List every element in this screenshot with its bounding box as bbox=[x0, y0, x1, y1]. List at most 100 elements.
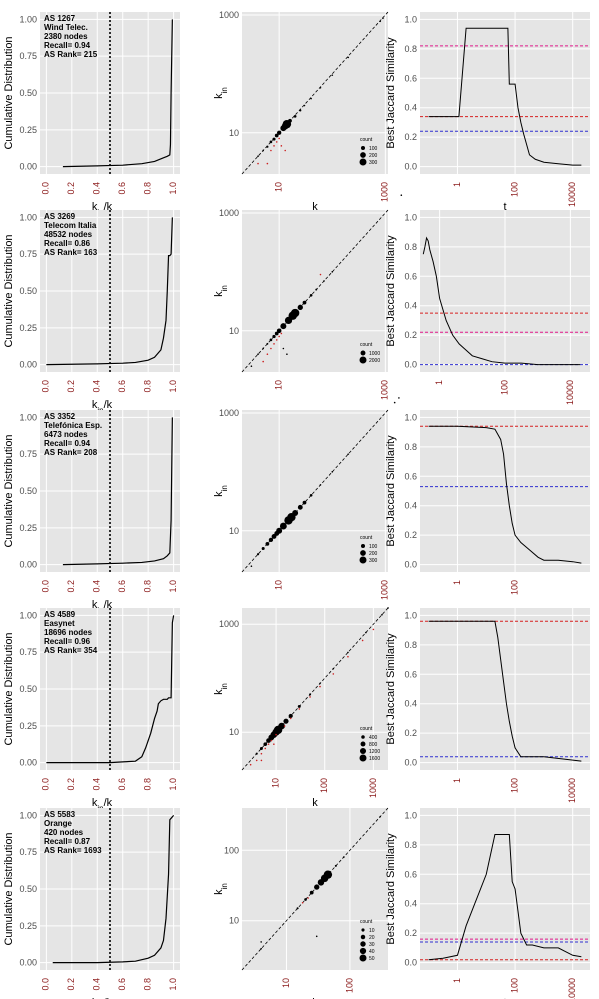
data-point bbox=[264, 747, 267, 750]
x-tick-label: 100 bbox=[344, 978, 354, 993]
data-point bbox=[310, 97, 312, 100]
data-point bbox=[292, 510, 299, 517]
legend-title: count bbox=[360, 342, 373, 348]
y-tick-label: 0.2 bbox=[404, 132, 417, 142]
data-point bbox=[260, 752, 263, 755]
x-tick-label: 10 bbox=[281, 978, 291, 988]
x-tick-label: 0.8 bbox=[143, 380, 153, 393]
data-point bbox=[259, 746, 263, 750]
data-point bbox=[297, 704, 301, 708]
chart-panel-r5-c1: 0.0 0.2 0.4 0.6 0.8 1.0 0.00 0.25 0.50 0.75 1.00 Cu… bbox=[3, 808, 180, 999]
y-tick-label: 0.50 bbox=[19, 286, 37, 296]
data-point bbox=[272, 137, 276, 141]
y-tick-label: 10 bbox=[229, 326, 239, 336]
data-point bbox=[323, 870, 333, 879]
data-point bbox=[288, 713, 293, 719]
data-point bbox=[278, 137, 280, 140]
legend-label: 1000 bbox=[369, 351, 380, 357]
annotation-line: Telecom Italia bbox=[44, 221, 97, 230]
data-point bbox=[347, 56, 350, 59]
y-axis-subscript: in bbox=[220, 883, 229, 889]
legend-label: 300 bbox=[369, 558, 378, 564]
x-tick-label: 1000 bbox=[380, 380, 390, 400]
y-axis-label: Cumulative Distribution bbox=[3, 434, 15, 547]
data-point bbox=[307, 897, 309, 899]
legend-symbol bbox=[359, 556, 367, 564]
x-tick-label: 100 bbox=[509, 978, 519, 993]
data-point bbox=[275, 339, 278, 341]
annotation-line: Wind Telec. bbox=[44, 23, 88, 32]
x-tick-label: 0.6 bbox=[117, 778, 127, 791]
y-axis-label: Cumulative Distribution bbox=[3, 36, 15, 149]
y-tick-label: 100 bbox=[224, 845, 239, 855]
legend-label: 20 bbox=[369, 935, 375, 941]
annotation-line: AS Rank= 1693 bbox=[44, 846, 102, 855]
legend-label: 1600 bbox=[369, 756, 380, 762]
chart-panel-r5-c2: 1010010100kinkcount1020304050 bbox=[213, 807, 389, 999]
cdf-line bbox=[62, 417, 173, 566]
legend-symbol bbox=[361, 735, 365, 739]
y-tick-label: 0.50 bbox=[19, 88, 37, 98]
y-tick-label: 1000 bbox=[219, 10, 239, 20]
data-point bbox=[290, 308, 300, 318]
data-point bbox=[262, 347, 265, 350]
jaccard-line bbox=[428, 834, 582, 961]
data-point bbox=[301, 901, 304, 904]
x-tick-label: 0.2 bbox=[66, 778, 76, 791]
legend-symbol bbox=[359, 954, 367, 962]
annotation-line: AS 4589 bbox=[44, 610, 76, 619]
y-tick-label: 0.6 bbox=[404, 669, 417, 679]
data-point bbox=[270, 347, 272, 350]
annotation-line: 420 nodes bbox=[44, 828, 84, 837]
y-axis-label: kin bbox=[213, 683, 229, 695]
data-point bbox=[272, 334, 276, 339]
x-tick-label: 0.8 bbox=[143, 978, 153, 991]
y-tick-label: 0.2 bbox=[404, 928, 417, 938]
y-tick-label: 0.25 bbox=[19, 125, 37, 135]
data-point bbox=[260, 759, 263, 762]
y-tick-label: 0.6 bbox=[404, 869, 417, 879]
y-tick-label: 0.6 bbox=[404, 271, 417, 281]
data-point bbox=[331, 271, 334, 273]
x-tick-label: 0.0 bbox=[41, 380, 51, 393]
y-axis-subscript: in bbox=[220, 683, 229, 689]
y-tick-label: 1.0 bbox=[404, 412, 417, 422]
y-axis-label: Cumulative Distribution bbox=[3, 632, 15, 745]
data-point bbox=[319, 273, 322, 276]
plot-background bbox=[420, 12, 590, 174]
data-point bbox=[332, 667, 335, 670]
legend-symbol bbox=[361, 928, 365, 932]
y-axis-label: Best Jaccard Similarity bbox=[385, 435, 397, 547]
y-tick-label: 0.25 bbox=[19, 721, 37, 731]
x-tick-label: 1.0 bbox=[168, 778, 178, 791]
x-tick-label: 100 bbox=[509, 778, 519, 793]
data-point bbox=[263, 742, 268, 746]
annotation-line: AS 5583 bbox=[44, 810, 76, 819]
x-tick-label: 0.4 bbox=[92, 580, 102, 593]
data-point bbox=[319, 484, 322, 486]
data-point bbox=[382, 17, 384, 20]
x-tick-label: 10 bbox=[274, 580, 284, 590]
y-tick-label: 0.75 bbox=[19, 449, 37, 459]
x-tick-label: 10000 bbox=[567, 182, 577, 207]
data-point bbox=[276, 328, 282, 334]
y-tick-label: 0.25 bbox=[19, 921, 37, 931]
y-axis-label: Cumulative Distribution bbox=[3, 832, 15, 945]
data-point bbox=[315, 935, 318, 938]
y-tick-label: 1000 bbox=[219, 619, 239, 629]
x-tick-label: 100 bbox=[509, 580, 519, 595]
data-point bbox=[270, 739, 273, 742]
x-tick-label: 1 bbox=[452, 182, 462, 187]
legend-symbol bbox=[360, 941, 366, 947]
diagonal-reference bbox=[241, 807, 389, 971]
y-tick-label: 0.8 bbox=[404, 442, 417, 452]
data-point bbox=[347, 453, 350, 455]
data-point bbox=[315, 288, 318, 291]
data-point bbox=[279, 522, 287, 530]
x-axis-label: k bbox=[312, 997, 318, 999]
data-point bbox=[298, 708, 301, 710]
x-tick-label: 0.6 bbox=[117, 580, 127, 593]
x-tick-label: 100 bbox=[499, 380, 509, 395]
